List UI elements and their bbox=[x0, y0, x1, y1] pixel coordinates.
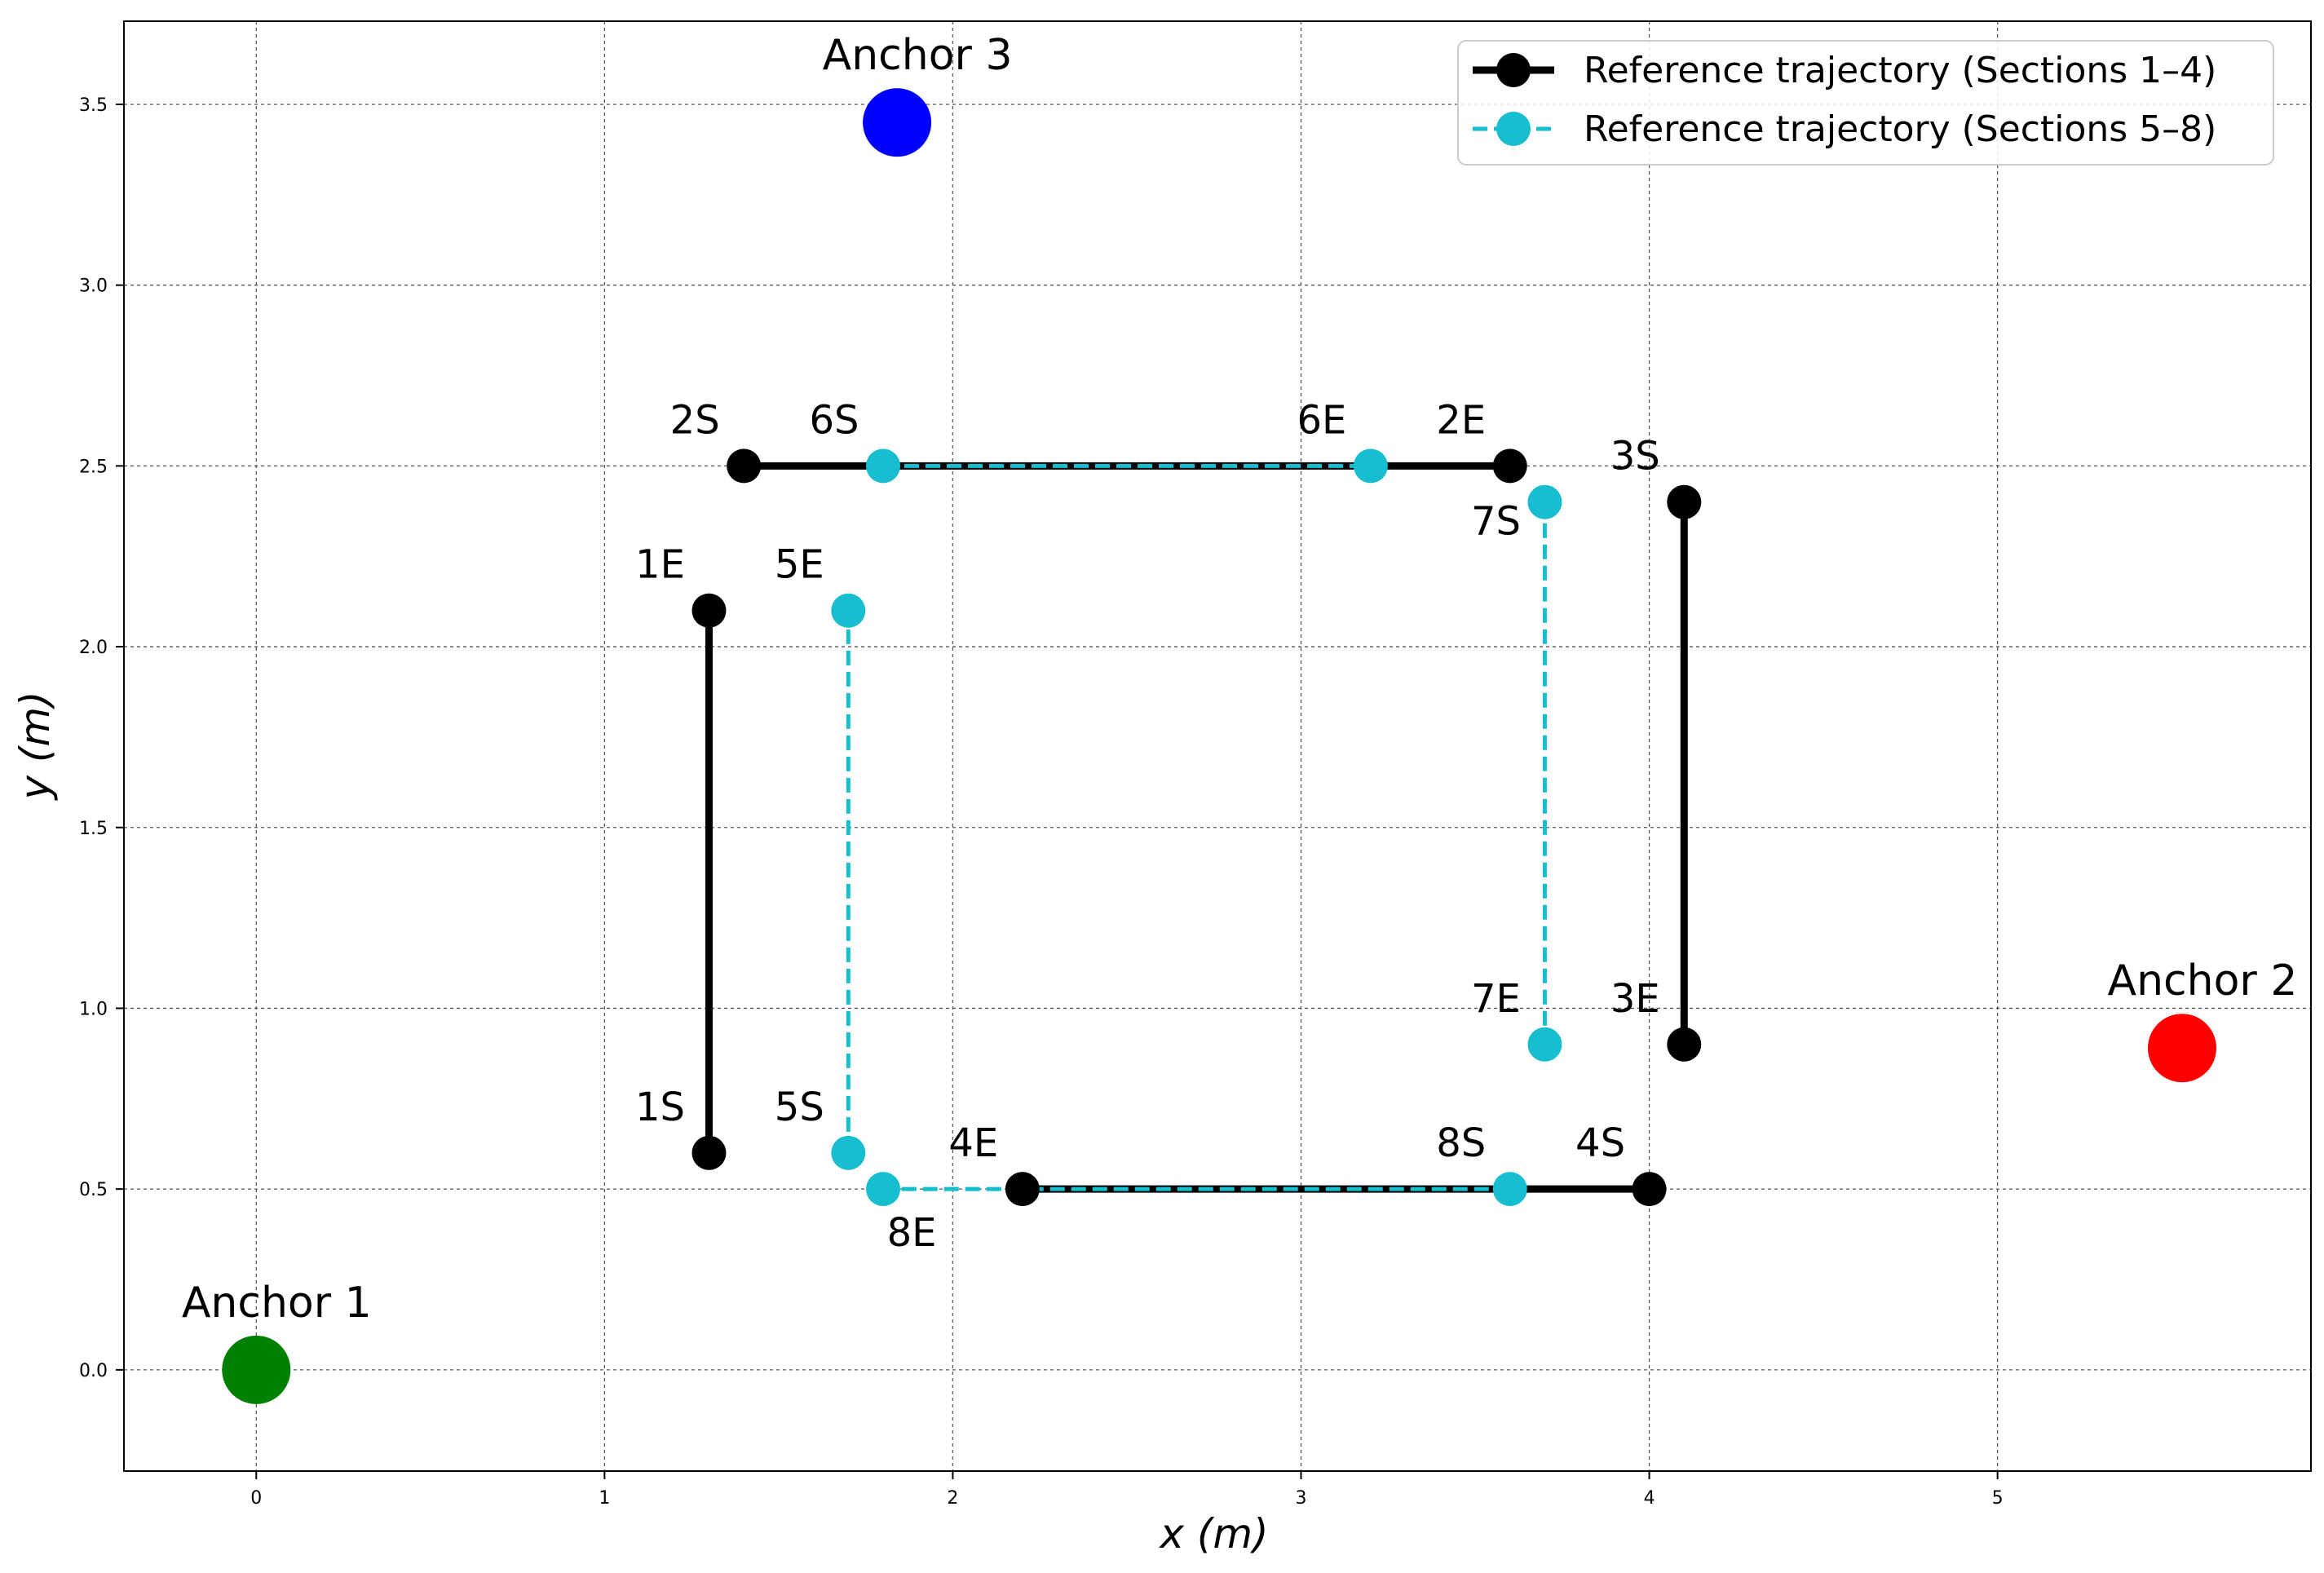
point-label-5E: 5E bbox=[775, 542, 824, 588]
y-tick-label: 2.0 bbox=[79, 638, 108, 658]
y-tick-label: 0.5 bbox=[79, 1180, 108, 1200]
x-tick-label: 5 bbox=[1992, 1488, 2004, 1509]
point-marker-7S bbox=[1527, 484, 1562, 519]
point-marker-1S bbox=[691, 1135, 727, 1170]
point-marker-5E bbox=[831, 593, 866, 628]
point-marker-6E bbox=[1353, 448, 1388, 484]
point-label-2S: 2S bbox=[670, 397, 720, 443]
point-marker-8S bbox=[1492, 1172, 1527, 1207]
y-tick-label: 3.0 bbox=[79, 276, 108, 297]
anchor-marker-1 bbox=[222, 1335, 291, 1404]
x-tick-label: 3 bbox=[1295, 1488, 1306, 1509]
plot-frame bbox=[123, 20, 2312, 1472]
x-axis: x (m) 0 1 2 3 4 5 bbox=[250, 1471, 2004, 1558]
point-marker-4S bbox=[1632, 1172, 1667, 1207]
point-marker-2S bbox=[727, 448, 762, 484]
anchor-label-1: Anchor 1 bbox=[182, 1279, 372, 1328]
point-label-3E: 3E bbox=[1610, 976, 1660, 1022]
plot-background bbox=[124, 21, 2311, 1471]
legend-swatch-marker-1 bbox=[1496, 53, 1531, 87]
point-marker-6S bbox=[866, 448, 901, 484]
point-label-4E: 4E bbox=[948, 1120, 998, 1166]
y-axis-label: y (m) bbox=[11, 691, 59, 801]
anchor-label-2: Anchor 2 bbox=[2108, 957, 2298, 1005]
point-marker-1E bbox=[691, 593, 727, 628]
point-marker-3S bbox=[1667, 484, 1702, 519]
point-label-4S: 4S bbox=[1575, 1120, 1625, 1166]
anchor-markers bbox=[222, 88, 2216, 1404]
point-marker-5S bbox=[831, 1135, 866, 1170]
point-label-3S: 3S bbox=[1610, 434, 1660, 479]
point-label-8E: 8E bbox=[887, 1210, 937, 1256]
legend-box bbox=[1457, 40, 2274, 166]
point-labels: 1S 1E 2S 2E 3S 3E 4S 4E 5S 5E 6S 6E 7S 7E 8S 8E Anchor 1… bbox=[182, 31, 2298, 1328]
point-marker-3E bbox=[1667, 1027, 1702, 1062]
point-label-7E: 7E bbox=[1471, 976, 1521, 1022]
point-marker-2E bbox=[1492, 448, 1527, 484]
legend: Reference trajectory (Sections 1–4) Refe… bbox=[1457, 40, 2274, 166]
x-tick-label: 0 bbox=[250, 1488, 262, 1509]
point-label-1S: 1S bbox=[635, 1085, 685, 1130]
y-tick-label: 0.0 bbox=[79, 1361, 108, 1381]
point-marker-4E bbox=[1005, 1172, 1040, 1207]
anchor-marker-3 bbox=[863, 88, 932, 157]
legend-label-2: Reference trajectory (Sections 5–8) bbox=[1584, 108, 2216, 150]
legend-swatch-marker-2 bbox=[1496, 112, 1531, 146]
y-tick-label: 1.5 bbox=[79, 819, 108, 839]
x-axis-label: x (m) bbox=[1158, 1510, 1268, 1558]
point-label-8S: 8S bbox=[1436, 1120, 1486, 1166]
point-label-1E: 1E bbox=[635, 542, 685, 588]
y-tick-label: 3.5 bbox=[79, 95, 108, 116]
x-tick-label: 1 bbox=[599, 1488, 610, 1509]
anchor-marker-2 bbox=[2147, 1014, 2216, 1083]
anchor-label-3: Anchor 3 bbox=[823, 31, 1013, 80]
x-tick-label: 4 bbox=[1644, 1488, 1655, 1509]
point-label-6S: 6S bbox=[810, 397, 859, 443]
y-tick-label: 2.5 bbox=[79, 457, 108, 477]
point-marker-7E bbox=[1527, 1027, 1562, 1062]
series-markers bbox=[691, 448, 1702, 1207]
point-label-2E: 2E bbox=[1436, 397, 1486, 443]
point-marker-8E bbox=[866, 1172, 901, 1207]
x-tick-label: 2 bbox=[947, 1488, 958, 1509]
legend-label-1: Reference trajectory (Sections 1–4) bbox=[1584, 50, 2216, 91]
point-label-6E: 6E bbox=[1297, 397, 1346, 443]
point-label-5S: 5S bbox=[775, 1085, 824, 1130]
y-tick-label: 1.0 bbox=[79, 999, 108, 1019]
y-axis: y (m) 0.0 0.5 1.0 1.5 2.0 2.5 3.0 3.5 bbox=[11, 95, 124, 1381]
point-label-7S: 7S bbox=[1471, 499, 1521, 545]
plot-area: 1S 1E 2S 2E 3S 3E 4S 4E 5S 5E 6S 6E 7S 7E 8S 8E Anchor 1… bbox=[123, 20, 2312, 1472]
